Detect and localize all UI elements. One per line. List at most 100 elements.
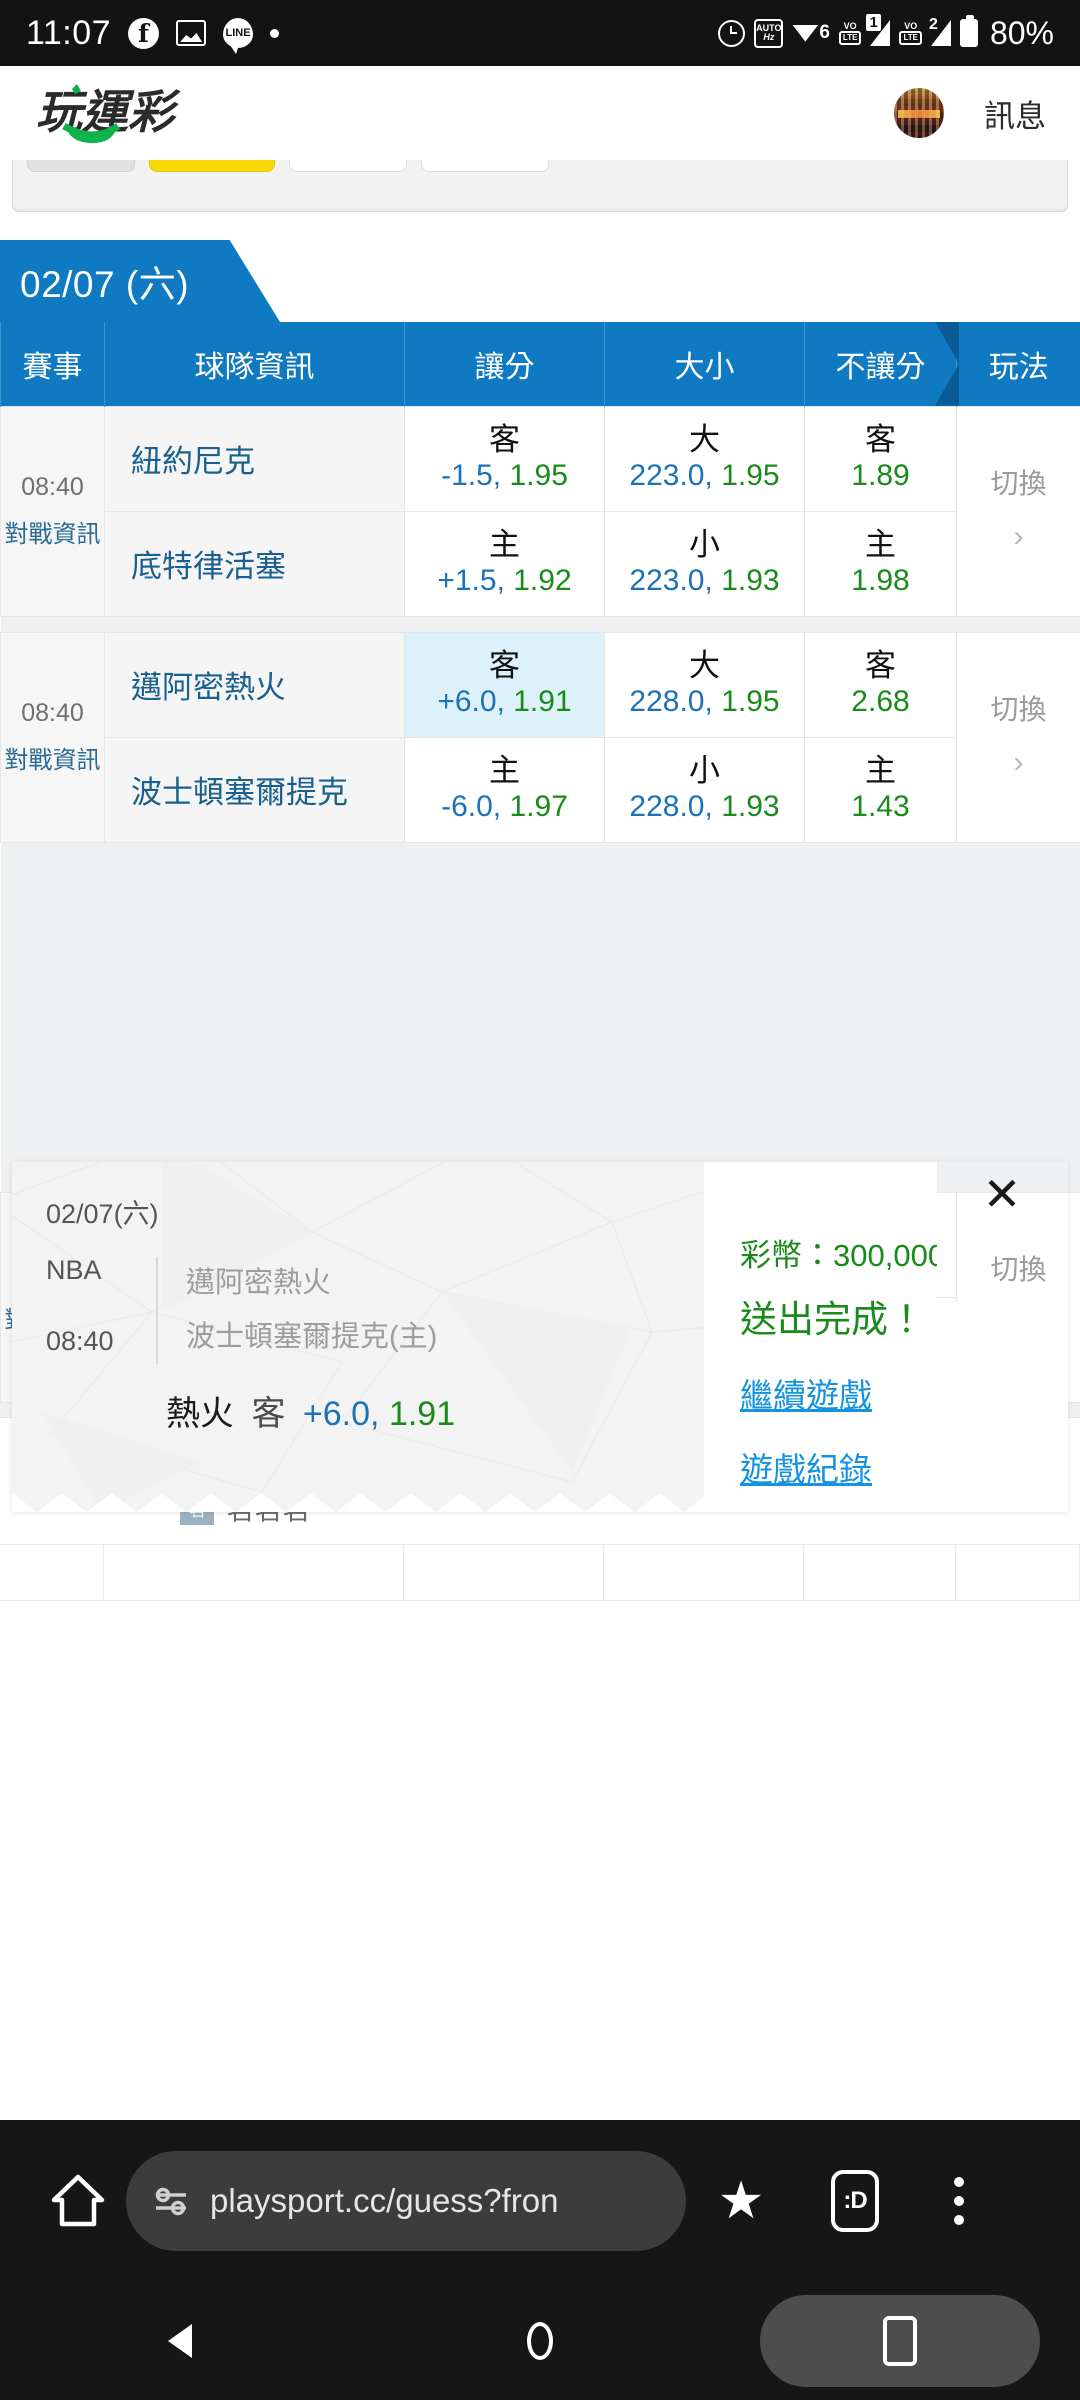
odd-value: 1.92 [513,564,572,598]
game-1-away-team[interactable]: 紐約尼克 [104,405,405,512]
odd-value: 1.89 [851,459,910,493]
game-1-home-moneyline[interactable]: 主 1.98 [804,510,957,617]
tune-icon[interactable] [152,2184,190,2218]
game-1-home-team[interactable]: 底特律活塞 [104,510,405,617]
home-icon[interactable] [30,2172,126,2230]
modal-pick-team: 熱火 [166,1395,234,1434]
line-value: 223.0, [629,459,713,493]
modal-result-panel: 彩幣：300,000 送出完成！ 繼續遊戲 遊戲紀錄 ✕ [704,1162,1068,1512]
game-1-home-total[interactable]: 小 223.0, 1.93 [604,510,805,617]
odd-value: 1.95 [721,459,780,493]
close-icon[interactable]: ✕ [936,1162,1068,1226]
game-1-away-spread[interactable]: 客 -1.5, 1.95 [404,405,605,512]
volte-label-2: VO [904,21,918,31]
android-status-bar: 11:07 f LINE AUTO Hz 6 VO LTE 1 VO LTE 2 [0,0,1080,66]
side-label: 主 [865,526,896,562]
side-label: 客 [865,421,896,457]
game-2-switch-button[interactable]: 切換 › [956,631,1080,843]
side-label: 主 [489,526,520,562]
more-vertical-icon[interactable] [914,2177,1004,2225]
side-label: 小 [689,526,720,562]
battery-icon [959,15,978,47]
game-2-event-cell[interactable]: 08:40 對戰資訊 [0,631,105,843]
lte-label-1: LTE [838,31,862,45]
modal-pick-summary: 熱火 客 +6.0, 1.91 [166,1386,704,1435]
side-label: 客 [489,421,520,457]
url-text: playsport.cc/guess?fron [210,2182,559,2219]
side-label: 大 [689,421,720,457]
status-bar-right: AUTO Hz 6 VO LTE 1 VO LTE 2 80% [718,14,1054,52]
modal-time: 08:40 [46,1326,114,1356]
game-1-away-total[interactable]: 大 223.0, 1.95 [604,405,805,512]
game-2-home-moneyline[interactable]: 主 1.43 [804,736,957,843]
modal-result-message: 送出完成！ [740,1299,925,1340]
recents-icon[interactable] [720,2295,1080,2387]
game-2-away-total[interactable]: 大 228.0, 1.95 [604,631,805,738]
status-bar-left: 11:07 f LINE [26,14,280,54]
lte-label-2: LTE [899,31,922,45]
side-label: 客 [865,647,896,683]
switch-label: 切換 [990,1253,1047,1285]
back-icon[interactable] [0,2324,360,2358]
odd-value: 1.95 [721,685,780,719]
game-2-away-team[interactable]: 邁阿密熱火 [104,631,405,738]
game-2-away-moneyline[interactable]: 客 2.68 [804,631,957,738]
table-row-partial [0,1544,1080,1601]
home-circle-icon[interactable] [360,2322,720,2360]
line-value: 228.0, [629,790,713,824]
wifi-6-icon: 6 [792,22,830,44]
odd-value: 1.97 [509,790,568,824]
filter-chip-strip [12,160,1068,212]
bet-confirmation-modal: 02/07(六) NBA 08:40 邁阿密熱火 波士頓塞爾提克(主) 熱火 客… [12,1162,1068,1512]
odd-value: 1.98 [851,564,910,598]
auto-label: AUTO [756,23,782,33]
game-2-home-team[interactable]: 波士頓塞爾提克 [104,736,405,843]
modal-pick-odd: 1.91 [388,1395,456,1434]
auto-hz-icon: AUTO Hz [754,18,784,48]
tab-switcher-button[interactable]: :D [796,2170,914,2232]
avatar[interactable] [894,88,944,138]
table-header-row: 賽事 球隊資訊 讓分 大小 不讓分 玩法 [0,322,1080,406]
date-banner: 02/07 (六) [0,240,280,322]
game-1-event-cell[interactable]: 08:40 對戰資訊 [0,405,105,617]
header-moneyline[interactable]: 不讓分 [804,322,957,406]
line-value: -6.0, [441,790,502,824]
row-spacer [0,615,1080,633]
volte-sim1-icon: VO LTE [838,21,862,45]
url-bar[interactable]: playsport.cc/guess?fron [126,2151,686,2251]
game-2-home-spread[interactable]: 主 -6.0, 1.97 [404,736,605,843]
volte-label-1: VO [843,21,857,31]
odd-value: 1.91 [513,685,572,719]
filter-chip-4[interactable] [421,160,549,172]
messages-link[interactable]: 訊息 [984,98,1046,134]
modal-league: NBA [46,1255,102,1285]
star-icon[interactable]: ★ [717,2172,765,2230]
filter-chip-3[interactable] [289,160,407,172]
game-record-link[interactable]: 遊戲紀錄 [740,1451,872,1488]
line-icon: LINE [223,18,254,54]
header-event: 賽事 [0,322,105,406]
header-spread[interactable]: 讓分 [404,322,605,406]
filter-chip-2-active[interactable] [149,160,275,172]
header-total[interactable]: 大小 [604,322,805,406]
header-play[interactable]: 玩法 [956,322,1080,406]
site-logo[interactable]: 玩運彩 [34,82,244,144]
modal-ticket-panel: 02/07(六) NBA 08:40 邁阿密熱火 波士頓塞爾提克(主) 熱火 客… [12,1162,704,1512]
game-1-switch-button[interactable]: 切換 › [956,405,1080,617]
side-label: 大 [689,647,720,683]
dot-icon [270,28,280,38]
chevron-right-icon: › [1013,746,1024,780]
side-label: 主 [865,752,896,788]
modal-teams: 邁阿密熱火 波士頓塞爾提克(主) [156,1257,437,1365]
filter-chip-1[interactable] [27,160,135,172]
game-2-away-spread-selected[interactable]: 客 +6.0, 1.91 [404,631,605,738]
game-1-info-link[interactable]: 對戰資訊 [4,520,101,548]
odd-value: 1.93 [721,790,780,824]
sim2-number: 2 [928,16,938,33]
game-1-away-moneyline[interactable]: 客 1.89 [804,405,957,512]
game-1-home-spread[interactable]: 主 +1.5, 1.92 [404,510,605,617]
game-2-info-link[interactable]: 對戰資訊 [4,746,101,774]
game-2-home-total[interactable]: 小 228.0, 1.93 [604,736,805,843]
switch-label: 切換 [990,693,1047,725]
continue-game-link[interactable]: 繼續遊戲 [740,1377,872,1414]
